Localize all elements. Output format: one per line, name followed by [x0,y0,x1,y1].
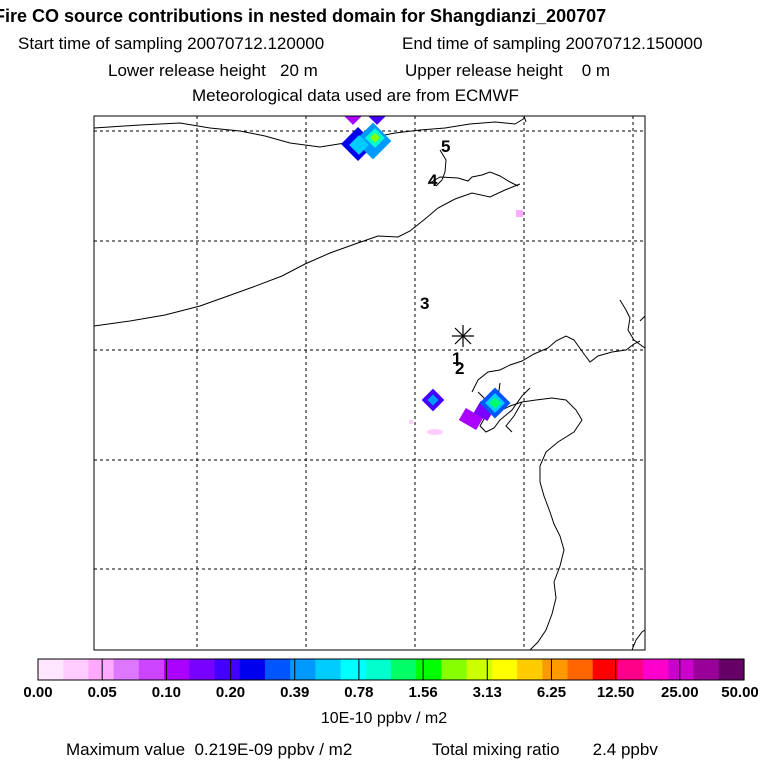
site-marker-3: 3 [420,294,429,313]
colorbar [37,658,745,681]
colorbar-tick-label: 0.78 [344,684,374,701]
colorbar-swatch [214,659,241,680]
lower-release-height-label: Lower release height 20 m [108,61,318,80]
colorbar-swatch [466,659,493,680]
colorbar-tick-label: 12.50 [596,684,635,701]
colorbar-swatch [592,659,619,680]
colorbar-tick-label: 0.10 [151,684,181,701]
colorbar-swatch [88,659,115,680]
site-marker-2: 2 [455,359,464,378]
colorbar-swatch [365,659,392,680]
colorbar-tick-label: 0.39 [280,684,310,701]
colorbar-swatch [264,659,291,680]
end-time-label: End time of sampling 20070712.150000 [402,34,703,53]
colorbar-swatch [668,659,695,680]
colorbar-swatch [391,659,417,680]
colorbar-tick-label: 3.13 [472,684,502,701]
colorbar-swatch [239,659,266,680]
colorbar-swatch [693,659,720,680]
colorbar-swatch [416,659,443,680]
colorbar-tick-label: 0.20 [215,684,246,701]
start-time-label: Start time of sampling 20070712.120000 [18,34,325,53]
receptor-asterisk-marker [452,325,474,347]
maximum-value-label: Maximum value 0.219E-09 ppbv / m2 [66,740,353,759]
site-marker-4: 4 [428,171,438,190]
colorbar-swatch [315,659,342,680]
colorbar-swatch [290,659,316,680]
concentration-field [341,116,523,435]
colorbar-tick-label: 25.00 [661,684,699,701]
colorbar-swatch [491,659,518,680]
colorbar-swatch [441,659,468,680]
colorbar-swatch [340,659,367,680]
colorbar-tick-label: 1.56 [408,684,438,701]
colorbar-swatch [138,659,165,680]
colorbar-tick-label: 50.00 [721,684,759,701]
colorbar-swatch [517,659,543,680]
colorbar-swatch [189,659,216,680]
colorbar-swatch [164,659,190,680]
colorbar-swatch [63,659,90,680]
colorbar-units: 10E-10 ppbv / m2 [320,710,448,727]
colorbar-swatch [38,659,64,680]
colorbar-swatch [617,659,644,680]
map-boundaries [94,116,645,650]
colorbar-swatch [113,659,140,680]
colorbar-swatch [542,659,569,680]
colorbar-tick-label: 0.05 [87,684,117,701]
colorbar-tick-label: 0.00 [23,684,53,701]
colorbar-swatch [718,659,745,680]
colorbar-swatch [643,659,669,680]
colorbar-outline [37,658,745,681]
upper-release-height-label: Upper release height 0 m [405,61,611,80]
colorbar-swatch [567,659,594,680]
map-grid [94,116,645,650]
met-data-label: Meteorological data used are from ECMWF [192,86,519,105]
colorbar-tick-label: 6.25 [536,684,567,701]
map-title: Fire CO source contributions in nested d… [0,6,607,26]
site-marker-5: 5 [441,137,450,156]
map-frame [93,115,646,651]
total-mixing-ratio-label: Total mixing ratio 2.4 ppbv [432,740,658,759]
site-marker-1: 1 [452,349,461,368]
